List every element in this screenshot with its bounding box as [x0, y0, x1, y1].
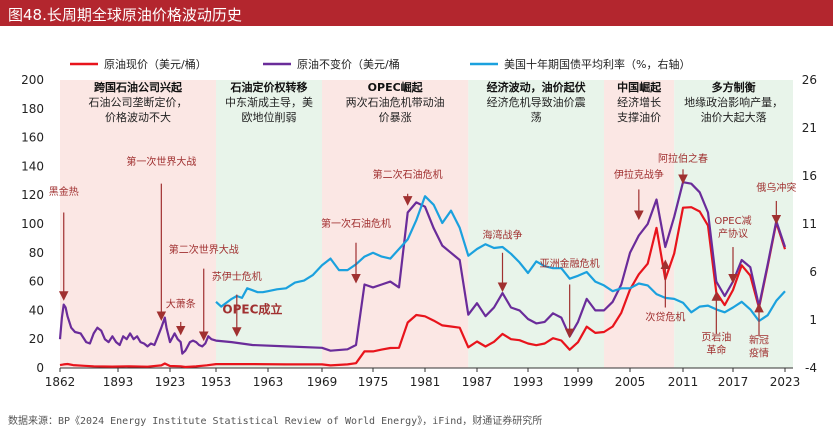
y-left-tick-label-60: 60 [29, 275, 44, 289]
x-tick-label-1987: 1987 [462, 375, 493, 389]
y-left-tick-label-40: 40 [29, 303, 44, 317]
chart-legend: 原油现价（美元/桶） 原油不变价（美元/桶 美国十年期国债平均利率（%，右轴） [70, 57, 690, 71]
y-left-tick-label-20: 20 [29, 332, 44, 346]
event-label-9: 海湾战争 [483, 228, 523, 241]
y-left-tick-label-100: 100 [21, 217, 44, 231]
x-tick-label-1923: 1923 [155, 375, 186, 389]
event-label-17: 俄乌冲突 [756, 181, 796, 194]
period-desc-2-1: 中东渐成主导，美 [225, 95, 313, 109]
x-tick-label-1969: 1969 [307, 375, 338, 389]
period-title-6: 多方制衡 [712, 80, 756, 94]
period-title-4: 经济波动，油价起伏 [487, 80, 586, 94]
x-tick-label-2017: 2017 [718, 375, 749, 389]
period-desc-5-2: 支撑油价 [617, 110, 661, 124]
title-bar: 图48.长周期全球原油价格波动历史 [0, 0, 833, 26]
y-right-tick-label-16: 16 [802, 169, 817, 183]
x-tick-label-1981: 1981 [410, 375, 441, 389]
chart-heading: 图48.长周期全球原油价格波动历史 [8, 6, 242, 24]
period-desc-5-1: 经济增长 [617, 95, 661, 109]
event-label-15-1: OPEC减 [714, 215, 751, 227]
y-right-tick-label-1: 1 [809, 313, 817, 327]
x-tick-label-1993: 1993 [513, 375, 544, 389]
x-tick-label-2005: 2005 [615, 375, 646, 389]
period-shade-2 [216, 80, 322, 368]
event-label-12: 阿拉伯之春 [658, 152, 708, 165]
event-label-8: 第二次石油危机 [373, 168, 443, 181]
period-title-5: 中国崛起 [617, 80, 662, 94]
y-left-tick-label-120: 120 [21, 188, 44, 202]
event-label-5: 苏伊士危机 [212, 270, 262, 283]
x-tick-label-1862: 1862 [45, 375, 76, 389]
y-right-tick-label-6: 6 [809, 265, 817, 279]
event-label-1: 黑金热 [49, 185, 79, 198]
y-left-tick-label-180: 180 [21, 102, 44, 116]
x-tick-label-1953: 1953 [201, 375, 232, 389]
event-label-16-2: 疫情 [749, 347, 769, 360]
x-tick-label-1963: 1963 [253, 375, 284, 389]
x-tick-label-1999: 1999 [563, 375, 594, 389]
x-tick-label-2011: 2011 [668, 375, 699, 389]
legend-label-1: 原油现价（美元/桶） [104, 57, 207, 71]
event-label-15-2: 产协议 [718, 227, 748, 240]
x-tick-label-1893: 1893 [103, 375, 134, 389]
period-desc-4-2: 荡 [531, 111, 542, 124]
period-desc-1-2: 价格波动不大 [105, 110, 171, 124]
series-line-2 [58, 181, 787, 355]
y-right-tick-label-21: 21 [802, 121, 817, 135]
event-label-10: 亚洲金融危机 [540, 257, 600, 270]
period-desc-1-1: 石油公司垄断定价， [89, 95, 188, 109]
period-desc-3-1: 两次石油危机带动油 [346, 95, 445, 109]
data-source-note: 数据来源：BP《2024 Energy Institute Statistica… [8, 416, 543, 427]
period-title-2: 石油定价权转移 [230, 80, 308, 94]
period-desc-6-2: 油价大起大落 [701, 110, 767, 124]
x-tick-label-2023: 2023 [770, 375, 801, 389]
event-label-3: 大萧条 [166, 298, 196, 311]
event-label-14-1: 页岩油 [701, 331, 731, 344]
period-shade-1 [60, 80, 216, 368]
period-desc-4-1: 经济危机导致油价震 [487, 95, 586, 109]
event-label-7: 第一次石油危机 [321, 217, 391, 230]
event-label-14-2: 革命 [706, 344, 726, 357]
y-left-tick-label-160: 160 [21, 131, 44, 145]
period-desc-6-1: 地缘政治影响产量， [684, 95, 783, 109]
event-label-11: 伊拉克战争 [614, 168, 664, 181]
event-label-2: 第一次世界大战 [126, 155, 196, 168]
series-layer [58, 181, 787, 369]
y-right-tick-label-11: 11 [802, 217, 817, 231]
event-label-16-1: 新冠 [749, 334, 769, 347]
period-title-3: OPEC崛起 [368, 80, 424, 94]
period-shade-3 [322, 80, 469, 368]
y-right-tick-label--4: -4 [805, 361, 817, 375]
y-left-tick-label-80: 80 [29, 246, 44, 260]
period-desc-2-2: 欧地位削弱 [242, 110, 297, 124]
series-line-3 [215, 195, 786, 323]
y-right-tick-label-26: 26 [802, 73, 817, 87]
oil-price-history-chart: 原油现价（美元/桶） 原油不变价（美元/桶 美国十年期国债平均利率（%，右轴） 跨国… [21, 57, 817, 389]
event-label-6: OPEC成立 [222, 301, 282, 316]
y-left-tick-label-0: 0 [36, 361, 44, 375]
y-left-tick-label-140: 140 [21, 159, 44, 173]
period-desc-3-2: 价暴涨 [379, 111, 412, 124]
axes-layer: 1862 1893 1923 1953 1963 1969 1975 1981 1987 1993… [21, 73, 817, 389]
series-line-1 [59, 206, 787, 369]
y-left-tick-label-200: 200 [21, 73, 44, 87]
period-shade-4 [468, 80, 604, 368]
event-label-4: 第二次世界大战 [169, 243, 239, 256]
legend-label-2: 原油不变价（美元/桶 [297, 57, 400, 71]
period-title-1: 跨国石油公司兴起 [94, 80, 183, 94]
event-label-13: 次贷危机 [645, 310, 685, 323]
legend-label-3: 美国十年期国债平均利率（%，右轴） [504, 57, 690, 71]
x-tick-label-1975: 1975 [358, 375, 389, 389]
